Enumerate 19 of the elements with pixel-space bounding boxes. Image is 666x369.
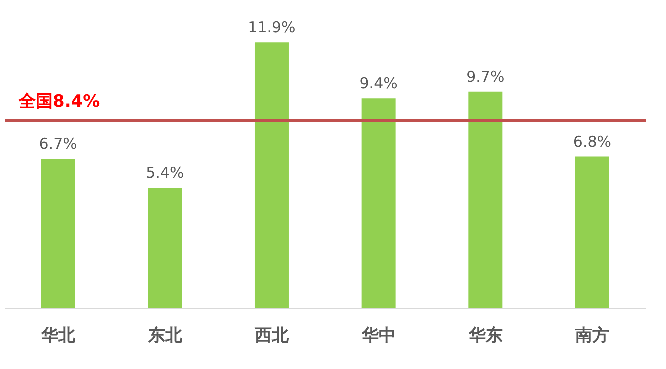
x-tick-label: 华北: [40, 326, 76, 346]
x-tick-label: 东北: [147, 326, 184, 346]
bar: [362, 98, 396, 309]
bar: [575, 156, 610, 309]
ref-line-label: 全国8.4%: [18, 92, 100, 112]
x-tick-label: 西北: [254, 326, 290, 346]
data-label: 6.8%: [573, 132, 612, 151]
x-tick-label: 南方: [574, 326, 610, 346]
data-label: 5.4%: [146, 164, 184, 182]
data-label: 6.7%: [39, 135, 78, 154]
bar: [254, 42, 289, 309]
bar: [468, 92, 503, 309]
data-label: 9.7%: [466, 68, 505, 86]
data-label: 9.4%: [360, 74, 398, 93]
data-label: 11.9%: [248, 18, 296, 37]
bar: [41, 159, 76, 309]
x-tick-label: 华东: [468, 326, 503, 346]
bar: [148, 188, 182, 309]
x-tick-label: 华中: [360, 326, 396, 346]
